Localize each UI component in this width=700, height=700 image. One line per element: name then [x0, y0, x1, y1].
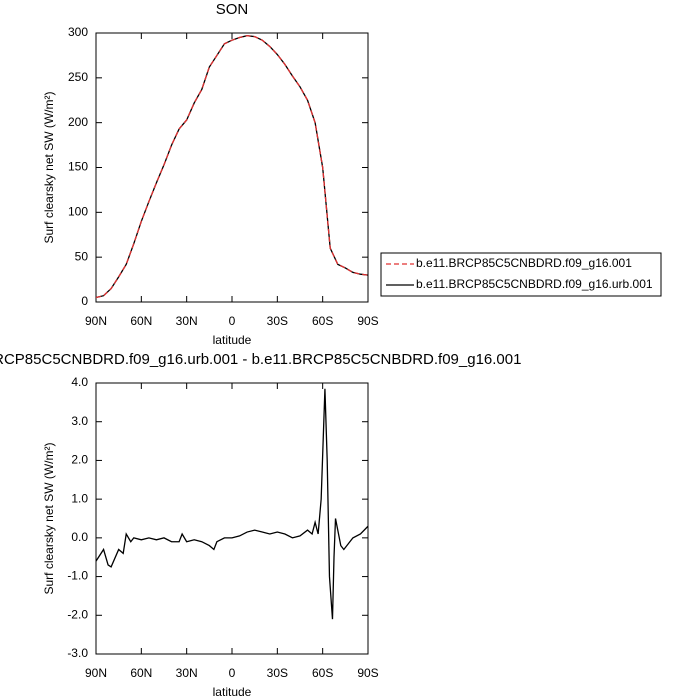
x-tick-label: 90S: [357, 314, 378, 328]
x-tick-label: 0: [229, 666, 236, 680]
y-tick-label: 300: [68, 25, 88, 39]
plot-frame: [95, 382, 369, 655]
x-tick-label: 60N: [130, 314, 152, 328]
y-tick-label: -2.0: [67, 607, 88, 621]
y-tick-label: 100: [68, 205, 88, 219]
y-axis-label: Surf clearsky net SW (W/m²): [42, 442, 56, 594]
y-tick-label: 250: [68, 70, 88, 84]
x-tick-label: 60N: [130, 666, 152, 680]
x-axis-label: latitude: [213, 333, 252, 347]
x-tick-label: 90S: [357, 666, 378, 680]
x-tick-label: 30N: [176, 314, 198, 328]
x-tick-label: 60S: [312, 314, 333, 328]
y-tick-label: 50: [75, 249, 89, 263]
data-line: [95, 35, 369, 299]
chart-title: SON: [216, 1, 249, 18]
data-line: [95, 388, 369, 620]
y-tick-label: 3.0: [71, 414, 88, 428]
y-tick-label: 4.0: [71, 375, 88, 389]
y-axis-label: Surf clearsky net SW (W/m²): [42, 91, 56, 243]
data-line: [95, 35, 369, 299]
y-tick-label: -3.0: [67, 646, 88, 660]
x-axis-label: latitude: [213, 685, 252, 699]
y-tick-label: 1.0: [71, 491, 88, 505]
y-tick-label: 0: [81, 294, 88, 308]
x-tick-label: 30N: [176, 666, 198, 680]
chart-title: b.e11.BRCP85C5CNBDRD.f09_g16.urb.001 - b…: [0, 351, 521, 368]
y-tick-label: 0.0: [71, 530, 88, 544]
x-tick-label: 90N: [85, 314, 107, 328]
y-tick-label: 150: [68, 160, 88, 174]
x-tick-label: 30S: [267, 666, 288, 680]
x-tick-label: 90N: [85, 666, 107, 680]
y-tick-label: 200: [68, 115, 88, 129]
legend-box: [380, 252, 662, 297]
x-tick-label: 60S: [312, 666, 333, 680]
y-tick-label: -1.0: [67, 569, 88, 583]
x-tick-label: 0: [229, 314, 236, 328]
legend-label: b.e11.BRCP85C5CNBDRD.f09_g16.001: [416, 256, 632, 270]
plot-frame: [95, 32, 369, 303]
x-tick-label: 30S: [267, 314, 288, 328]
legend-label: b.e11.BRCP85C5CNBDRD.f09_g16.urb.001: [416, 277, 653, 291]
y-tick-label: 2.0: [71, 453, 88, 467]
